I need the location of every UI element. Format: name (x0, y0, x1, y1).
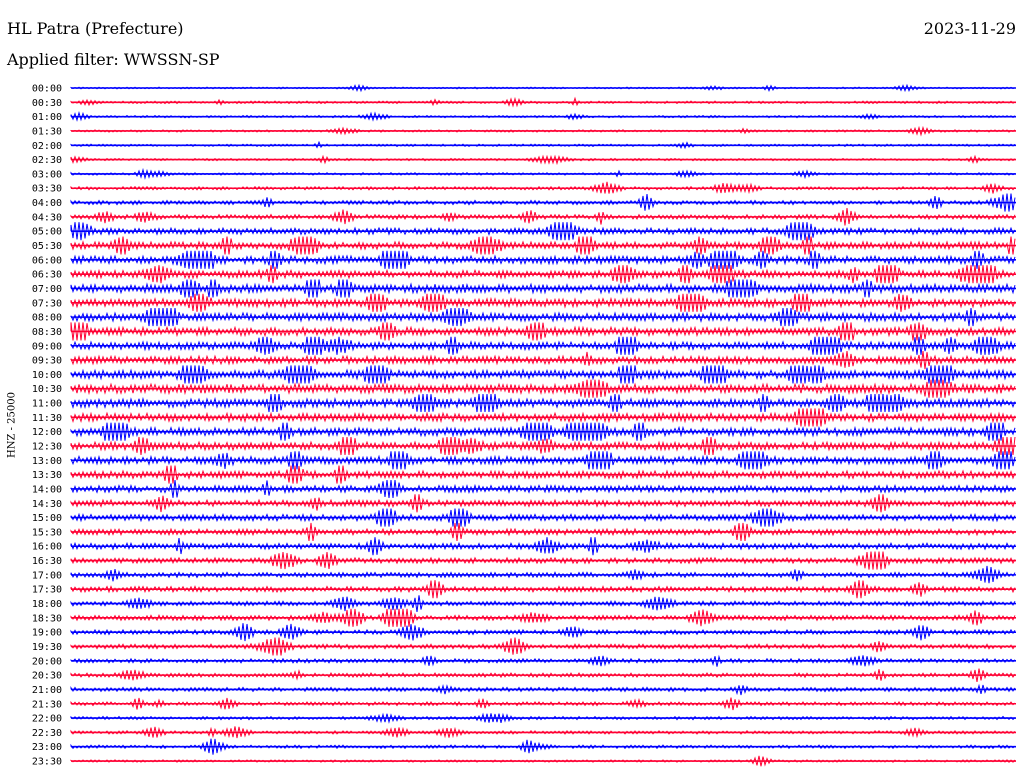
applied-filter-label: Applied filter: WWSSN-SP (7, 50, 220, 69)
time-tick-label: 16:30 (32, 556, 62, 567)
time-tick-label: 09:30 (32, 356, 62, 367)
time-tick-label: 15:00 (32, 513, 62, 524)
time-tick-label: 08:30 (32, 327, 62, 338)
time-tick-label: 14:30 (32, 499, 62, 510)
time-tick-label: 17:30 (32, 585, 62, 596)
time-tick-label: 21:00 (32, 685, 62, 696)
time-tick-label: 20:30 (32, 671, 62, 682)
time-tick-label: 16:00 (32, 542, 62, 553)
time-tick-label: 09:00 (32, 341, 62, 352)
time-tick-label: 12:30 (32, 442, 62, 453)
time-tick-label: 21:30 (32, 699, 62, 710)
time-tick-label: 06:00 (32, 255, 62, 266)
time-tick-label: 19:30 (32, 642, 62, 653)
time-tick-label: 00:30 (32, 98, 62, 109)
time-tick-label: 13:00 (32, 456, 62, 467)
station-title: HL Patra (Prefecture) (7, 19, 184, 38)
time-tick-label: 10:30 (32, 384, 62, 395)
time-tick-label: 18:00 (32, 599, 62, 610)
time-tick-label: 10:00 (32, 370, 62, 381)
time-tick-label: 05:00 (32, 227, 62, 238)
time-tick-label: 23:00 (32, 742, 62, 753)
time-tick-label: 03:30 (32, 184, 62, 195)
time-tick-label: 02:00 (32, 141, 62, 152)
time-tick-label: 07:30 (32, 298, 62, 309)
time-tick-label: 22:00 (32, 714, 62, 725)
record-date: 2023-11-29 (923, 19, 1016, 38)
time-tick-label: 01:00 (32, 112, 62, 123)
time-tick-label: 22:30 (32, 728, 62, 739)
time-tick-label: 01:30 (32, 126, 62, 137)
time-tick-label: 13:30 (32, 470, 62, 481)
time-tick-label: 08:00 (32, 313, 62, 324)
time-tick-label: 02:30 (32, 155, 62, 166)
time-tick-label: 18:30 (32, 613, 62, 624)
time-tick-label: 19:00 (32, 628, 62, 639)
time-tick-label: 12:00 (32, 427, 62, 438)
time-tick-label: 20:00 (32, 656, 62, 667)
time-tick-label: 07:00 (32, 284, 62, 295)
time-tick-label: 05:30 (32, 241, 62, 252)
seismic-trace-line (70, 293, 1016, 312)
time-tick-label: 04:30 (32, 212, 62, 223)
time-tick-label: 11:00 (32, 399, 62, 410)
time-tick-label: 04:00 (32, 198, 62, 209)
time-tick-label: 17:00 (32, 570, 62, 581)
time-tick-label: 15:30 (32, 527, 62, 538)
time-tick-label: 14:00 (32, 484, 62, 495)
time-tick-label: 03:00 (32, 169, 62, 180)
time-tick-label: 23:30 (32, 757, 62, 768)
time-tick-label: 00:00 (32, 84, 62, 95)
time-tick-label: 11:30 (32, 413, 62, 424)
time-tick-label: 06:30 (32, 270, 62, 281)
seismic-trace-line (70, 393, 1016, 413)
